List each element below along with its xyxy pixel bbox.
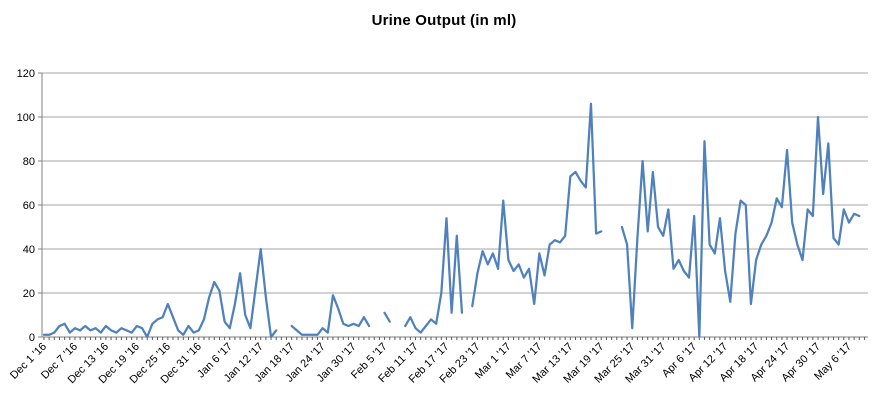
y-tick-label: 40: [23, 244, 35, 256]
urine-output-series: [42, 102, 861, 339]
x-axis-ticks: [43, 337, 865, 340]
series-line: [42, 102, 861, 339]
y-tick-label: 20: [23, 288, 35, 300]
y-tick-label: 100: [17, 112, 35, 124]
y-tick-label: 80: [23, 156, 35, 168]
chart-title: Urine Output (in ml): [371, 12, 517, 29]
y-axis-labels: 0 20 40 60 80 100 120: [17, 68, 35, 344]
y-tick-label: 0: [29, 332, 35, 344]
y-tick-label: 120: [17, 68, 35, 80]
y-tick-label: 60: [23, 200, 35, 212]
